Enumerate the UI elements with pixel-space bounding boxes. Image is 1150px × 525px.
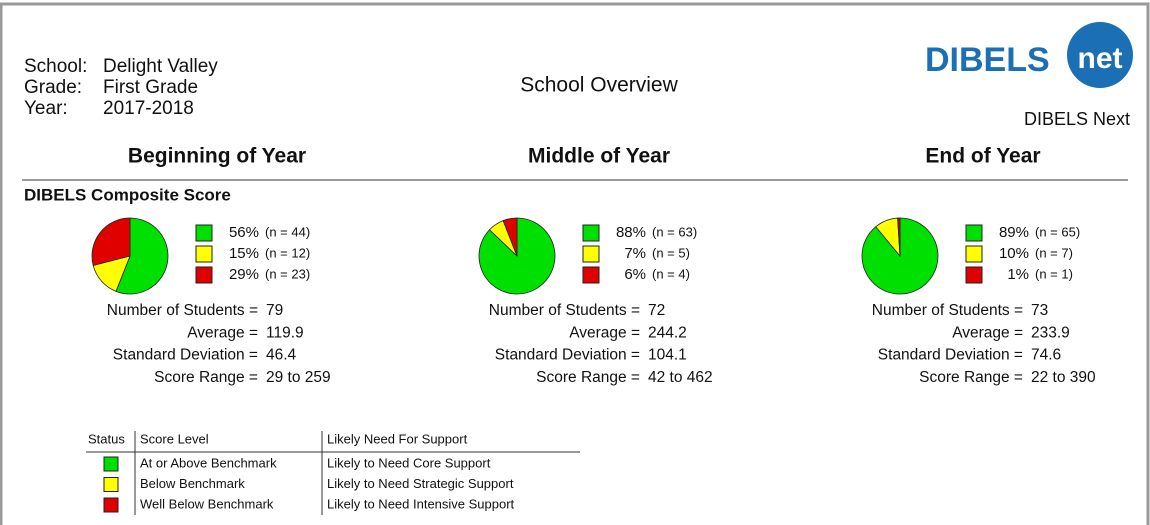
stat-label: Standard Deviation = — [878, 347, 1023, 364]
grade-label: Grade: — [24, 77, 82, 98]
year-value: 2017-2018 — [103, 98, 194, 119]
stat-label: Score Range = — [154, 369, 258, 386]
stat-value: 233.9 — [1031, 324, 1070, 341]
status-swatch — [103, 477, 119, 492]
count-label: (n = 7) — [1035, 245, 1073, 260]
report-title: School Overview — [520, 74, 678, 97]
logo-badge: net — [1078, 42, 1123, 75]
percent-label: 7% — [624, 245, 646, 262]
count-label: (n = 44) — [265, 224, 310, 239]
pie-slice — [502, 217, 518, 257]
grade-value: First Grade — [103, 77, 198, 98]
stat-label: Average = — [569, 324, 640, 341]
count-label: (n = 5) — [652, 245, 690, 260]
count-label: (n = 65) — [1035, 224, 1080, 239]
product-name: DIBELS Next — [1024, 109, 1130, 129]
stat-value: 104.1 — [648, 347, 687, 364]
stat-value: 42 to 462 — [648, 369, 713, 386]
legend-header: Score Level — [140, 431, 209, 446]
stat-value: 22 to 390 — [1031, 369, 1096, 386]
count-label: (n = 23) — [265, 266, 310, 281]
percent-label: 10% — [999, 245, 1029, 262]
legend-swatch — [965, 245, 983, 263]
percent-label: 6% — [624, 266, 646, 283]
stat-label: Number of Students = — [872, 302, 1023, 319]
school-label: School: — [24, 56, 87, 77]
legend-header: Status — [88, 431, 125, 446]
count-label: (n = 1) — [1035, 266, 1073, 281]
period-title: Middle of Year — [528, 145, 670, 168]
stat-label: Number of Students = — [489, 302, 640, 319]
percent-label: 56% — [229, 224, 259, 241]
score-level: At or Above Benchmark — [140, 455, 277, 470]
stat-value: 244.2 — [648, 324, 687, 341]
percent-label: 1% — [1007, 266, 1029, 283]
pie-slice — [91, 217, 131, 266]
school-value: Delight Valley — [103, 56, 218, 77]
legend-swatch — [582, 266, 600, 284]
stat-value: 72 — [648, 302, 665, 319]
stat-label: Score Range = — [536, 369, 640, 386]
stat-label: Standard Deviation = — [495, 347, 640, 364]
count-label: (n = 12) — [265, 245, 310, 260]
period-title: End of Year — [925, 145, 1040, 168]
count-label: (n = 63) — [652, 224, 697, 239]
legend-header: Likely Need For Support — [327, 431, 468, 446]
stat-value: 79 — [266, 302, 283, 319]
legend-swatch — [582, 224, 600, 242]
legend-swatch — [195, 266, 213, 284]
legend-swatch — [195, 224, 213, 242]
legend-swatch — [582, 245, 600, 263]
percent-label: 88% — [616, 224, 646, 241]
count-label: (n = 4) — [652, 266, 690, 281]
stat-label: Average = — [952, 324, 1023, 341]
year-label: Year: — [24, 98, 68, 119]
legend-swatch — [965, 266, 983, 284]
stat-label: Number of Students = — [107, 302, 258, 319]
legend-swatch — [195, 245, 213, 263]
score-level: Well Below Benchmark — [140, 496, 274, 511]
period-title: Beginning of Year — [128, 145, 306, 168]
support-need: Likely to Need Core Support — [327, 455, 491, 470]
legend-swatch — [965, 224, 983, 242]
stat-value: 29 to 259 — [266, 369, 331, 386]
stat-label: Score Range = — [919, 369, 1023, 386]
section-title: DIBELS Composite Score — [24, 185, 231, 204]
logo: DIBELS net — [925, 22, 1133, 88]
stat-label: Average = — [187, 324, 258, 341]
stat-value: 46.4 — [266, 347, 297, 364]
pie-slice — [897, 217, 901, 257]
percent-label: 89% — [999, 224, 1029, 241]
logo-circle — [1067, 22, 1133, 88]
stat-value: 73 — [1031, 302, 1048, 319]
percent-label: 15% — [229, 245, 259, 262]
status-swatch — [103, 456, 119, 472]
logo-main: DIBELS — [925, 41, 1050, 79]
support-need: Likely to Need Intensive Support — [327, 496, 515, 511]
stat-value: 74.6 — [1031, 347, 1061, 364]
stat-value: 119.9 — [266, 324, 304, 341]
status-swatch — [103, 497, 119, 513]
score-level: Below Benchmark — [140, 476, 245, 491]
stat-label: Standard Deviation = — [113, 347, 258, 364]
support-need: Likely to Need Strategic Support — [327, 476, 514, 491]
pie-slice — [115, 217, 169, 295]
percent-label: 29% — [229, 266, 259, 283]
